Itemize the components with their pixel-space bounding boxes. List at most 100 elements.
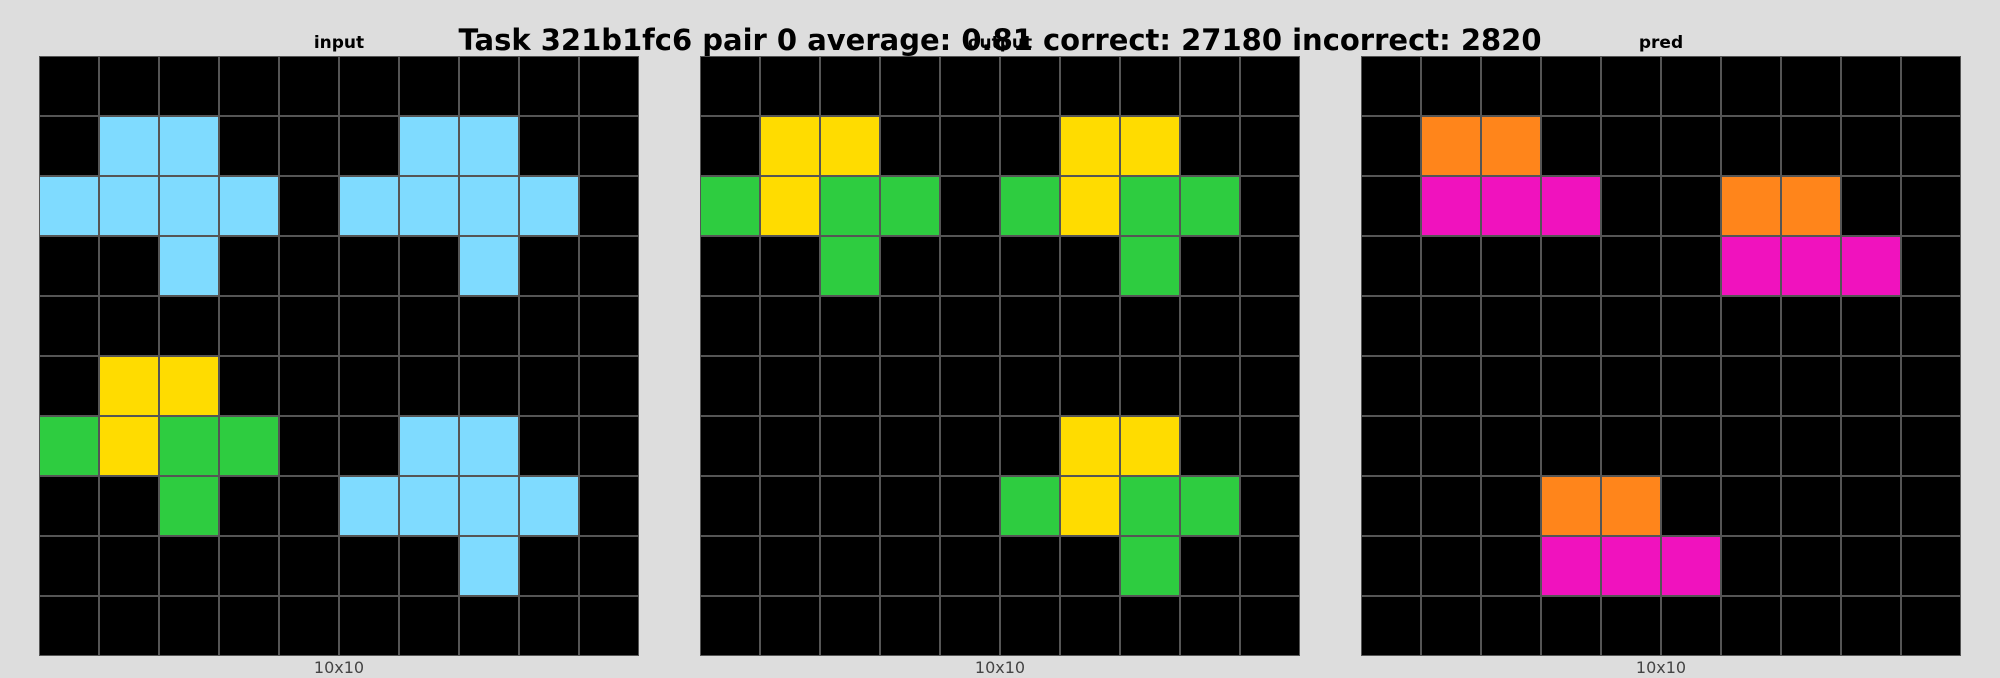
grid-cell (1240, 356, 1300, 416)
grid-cell (1601, 116, 1661, 176)
grid-cell (459, 536, 519, 596)
grid-cell (1361, 176, 1421, 236)
grid-cell (579, 356, 639, 416)
grid-cell (700, 236, 760, 296)
grid-cell (1481, 56, 1541, 116)
grid-cell (940, 596, 1000, 656)
grid-cell (159, 116, 219, 176)
grid-cell (399, 56, 459, 116)
grid-cell (339, 176, 399, 236)
grid-cell (1481, 116, 1541, 176)
grid-cell (760, 56, 820, 116)
grid-cell (1000, 296, 1060, 356)
grid-cell (1361, 476, 1421, 536)
grid-cell (700, 416, 760, 476)
grid-cell (880, 476, 940, 536)
grid-cell (820, 116, 880, 176)
grid-cell (219, 356, 279, 416)
grid-cell (1781, 416, 1841, 476)
grid-cell (1421, 296, 1481, 356)
input-grid (39, 56, 639, 656)
grid-cell (1060, 356, 1120, 416)
grid-cell (339, 236, 399, 296)
grid-cell (519, 296, 579, 356)
grid-cell (880, 536, 940, 596)
grid-cell (880, 596, 940, 656)
grid-cell (399, 296, 459, 356)
grid-cell (519, 236, 579, 296)
grid-cell (1120, 296, 1180, 356)
grid-cell (1721, 356, 1781, 416)
grid-cell (1541, 416, 1601, 476)
grid-cell (880, 56, 940, 116)
pred-panel-label: pred (1638, 33, 1684, 53)
grid-cell (1120, 176, 1180, 236)
grid-cell (940, 56, 1000, 116)
grid-cell (339, 416, 399, 476)
grid-cell (940, 296, 1000, 356)
grid-cell (1841, 56, 1901, 116)
grid-cell (820, 416, 880, 476)
grid-cell (1180, 476, 1240, 536)
grid-cell (760, 356, 820, 416)
grid-cell (579, 596, 639, 656)
grid-cell (1000, 476, 1060, 536)
grid-cell (279, 476, 339, 536)
grid-cell (399, 116, 459, 176)
grid-cell (39, 356, 99, 416)
grid-cell (1361, 536, 1421, 596)
grid-cell (99, 596, 159, 656)
grid-cell (219, 116, 279, 176)
grid-cell (760, 296, 820, 356)
grid-cell (279, 236, 339, 296)
grid-cell (1721, 236, 1781, 296)
grid-cell (1541, 596, 1601, 656)
grid-cell (1120, 356, 1180, 416)
grid-cell (99, 416, 159, 476)
input-size-label: 10x10 (313, 658, 365, 677)
grid-cell (1721, 596, 1781, 656)
grid-cell (219, 236, 279, 296)
grid-cell (1120, 596, 1180, 656)
grid-cell (760, 416, 820, 476)
grid-cell (1721, 116, 1781, 176)
grid-cell (1000, 176, 1060, 236)
grid-cell (339, 116, 399, 176)
grid-cell (1541, 116, 1601, 176)
grid-cell (820, 476, 880, 536)
grid-cell (99, 56, 159, 116)
grid-cell (219, 416, 279, 476)
grid-cell (219, 596, 279, 656)
grid-cell (279, 296, 339, 356)
grid-cell (1180, 296, 1240, 356)
grid-cell (1000, 356, 1060, 416)
grid-cell (1361, 236, 1421, 296)
grid-cell (339, 356, 399, 416)
grid-cell (99, 476, 159, 536)
grid-cell (159, 296, 219, 356)
grid-cell (1361, 56, 1421, 116)
grid-cell (760, 116, 820, 176)
grid-cell (519, 536, 579, 596)
grid-cell (159, 236, 219, 296)
grid-cell (820, 596, 880, 656)
grid-cell (39, 596, 99, 656)
grid-cell (1661, 296, 1721, 356)
grid-cell (159, 356, 219, 416)
grid-cell (1000, 596, 1060, 656)
grid-cell (1120, 116, 1180, 176)
grid-cell (1361, 596, 1421, 656)
grid-cell (99, 356, 159, 416)
grid-cell (1841, 416, 1901, 476)
grid-cell (519, 476, 579, 536)
grid-cell (1180, 236, 1240, 296)
grid-cell (159, 536, 219, 596)
grid-cell (1481, 596, 1541, 656)
grid-cell (700, 176, 760, 236)
grid-cell (1240, 416, 1300, 476)
grid-cell (1841, 596, 1901, 656)
grid-cell (1060, 176, 1120, 236)
grid-cell (940, 116, 1000, 176)
pred-size-label: 10x10 (1635, 658, 1687, 677)
grid-cell (579, 296, 639, 356)
